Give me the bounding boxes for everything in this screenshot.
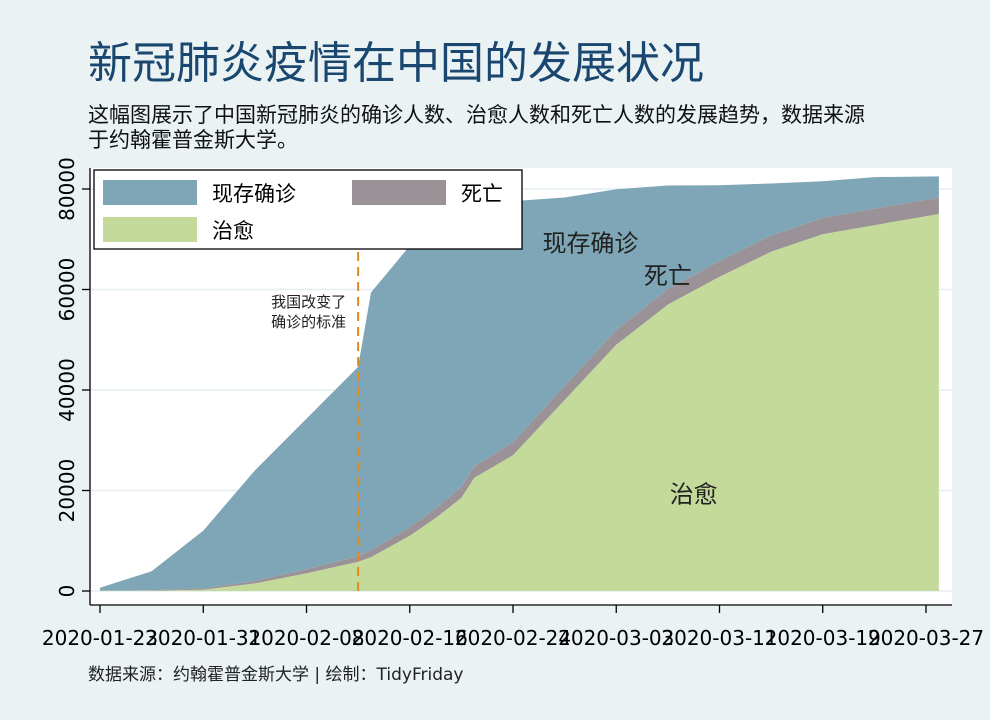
x-tick-label-6: 2020-03-11 [661,626,777,650]
legend-label-deaths: 死亡 [461,182,503,206]
legend-swatch-deaths [352,180,446,205]
y-tick-label-0: 0 [55,585,79,598]
x-tick-label-5: 2020-03-03 [558,626,674,650]
y-tick-label-3: 60000 [55,258,79,322]
area-label-3: 治愈 [670,481,718,509]
legend-swatch-recovered [103,217,197,242]
x-tick-label-3: 2020-02-16 [352,626,468,650]
x-tick-label-2: 2020-02-08 [248,626,364,650]
legend-label-recovered: 治愈 [212,219,254,243]
x-tick-label-8: 2020-03-27 [868,626,984,650]
chart-caption: 数据来源：约翰霍普金斯大学 | 绘制：TidyFriday [88,660,464,685]
x-tick-label-1: 2020-01-31 [145,626,261,650]
area-label-2: 死亡 [644,262,692,290]
y-tick-label-4: 80000 [55,157,79,221]
legend-swatch-active [103,180,197,205]
x-tick-label-0: 2020-01-23 [42,626,158,650]
y-tick-label-1: 20000 [55,459,79,523]
x-tick-label-4: 2020-02-24 [455,626,571,650]
criteria-change-label-2: 确诊的标准 [271,313,346,331]
criteria-change-label-1: 我国改变了 [271,293,346,311]
y-tick-label-2: 40000 [55,358,79,422]
x-tick-label-7: 2020-03-19 [765,626,881,650]
legend-label-active: 现存确诊 [212,182,296,206]
area-label-1: 现存确诊 [542,229,638,257]
